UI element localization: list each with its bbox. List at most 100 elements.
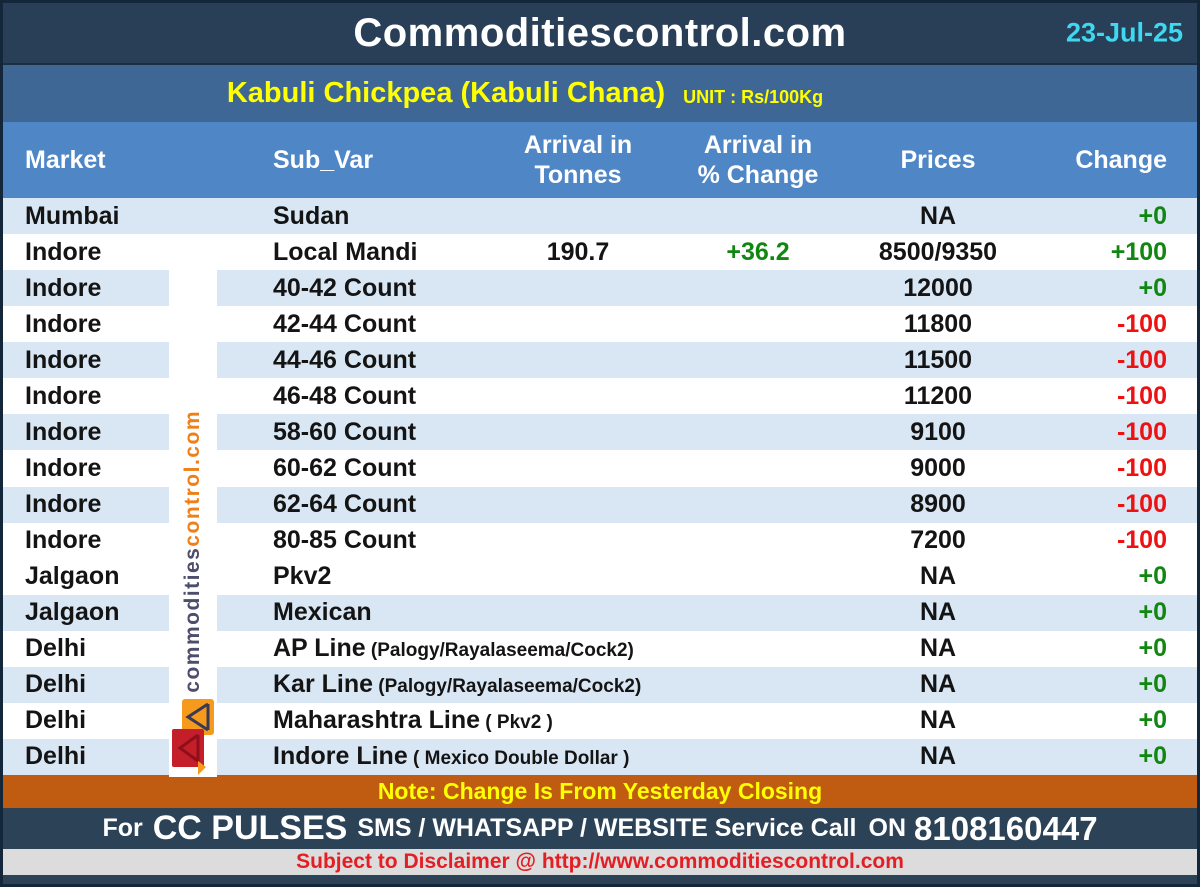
price-cell: NA [919, 201, 957, 230]
sub-var-note: ( Mexico Double Dollar ) [407, 748, 630, 770]
report-date: 23-Jul-25 [1065, 17, 1183, 48]
sub-var-cell: 58-60 Count [273, 417, 417, 446]
price-cell: NA [919, 670, 957, 699]
change-cell: -100 [1116, 453, 1167, 482]
column-header: Arrival in% Change [697, 130, 819, 190]
market-cell: Delhi [25, 670, 87, 699]
disclaimer-bar: Subject to Disclaimer @ http://www.commo… [3, 849, 1197, 875]
column-header: Prices [900, 145, 976, 174]
price-cell: NA [919, 706, 957, 735]
table-body: Mumbai Sudan NA +0 Indore Local Mandi 190.7 +36… [3, 198, 1197, 775]
change-cell: -100 [1116, 417, 1167, 446]
market-cell: Indore [25, 490, 102, 519]
market-cell: Jalgaon [25, 598, 120, 627]
sub-var-cell: 42-44 Count [273, 309, 417, 338]
service-brand: CC PULSES [152, 809, 348, 847]
top-header-bar: Commoditiescontrol.com 23-Jul-25 [3, 3, 1197, 65]
sub-var-cell: 62-64 Count [273, 490, 417, 519]
change-cell: +0 [1138, 598, 1167, 627]
price-cell: 9000 [910, 453, 966, 482]
market-cell: Indore [25, 417, 102, 446]
sub-var-cell: Maharashtra Line ( Pkv2 ) [273, 706, 553, 735]
sub-var-note: (Palogy/Rayalaseema/Cock2) [373, 676, 642, 698]
change-cell: +0 [1138, 562, 1167, 591]
market-cell: Indore [25, 345, 102, 374]
price-cell: NA [919, 598, 957, 627]
column-header: Sub_Var [273, 145, 374, 174]
price-cell: 11200 [903, 381, 973, 410]
change-cell: +0 [1138, 201, 1167, 230]
market-cell: Indore [25, 453, 102, 482]
commoditiescontrol-logo-icon [172, 699, 214, 775]
table-header-row: Market Sub_Var Arrival in Tonnes Arrival in%… [3, 122, 1197, 198]
sub-var-cell: Sudan [273, 201, 350, 230]
sub-var-cell: 60-62 Count [273, 453, 417, 482]
change-cell: -100 [1116, 345, 1167, 374]
sub-var-cell: 44-46 Count [273, 345, 417, 374]
arrival-pct-cell: +36.2 [726, 237, 790, 266]
price-cell: NA [919, 562, 957, 591]
price-cell: 8900 [910, 490, 966, 519]
table-row: Mumbai Sudan NA +0 [3, 198, 1197, 235]
sub-var-cell: Pkv2 [273, 562, 332, 591]
change-cell: -100 [1116, 309, 1167, 338]
change-cell: +0 [1138, 273, 1167, 302]
price-cell: 9100 [910, 417, 966, 446]
market-cell: Indore [25, 273, 102, 302]
sub-var-note: (Palogy/Rayalaseema/Cock2) [365, 640, 634, 662]
unit-label: UNIT : Rs/100Kg [683, 87, 824, 107]
price-cell: 8500/9350 [878, 237, 998, 266]
market-cell: Delhi [25, 706, 87, 735]
commodity-title: Kabuli Chickpea (Kabuli Chana) [226, 77, 666, 109]
change-cell: -100 [1116, 490, 1167, 519]
price-cell: 11800 [903, 309, 973, 338]
sub-var-cell: 80-85 Count [273, 526, 417, 555]
change-cell: +0 [1138, 706, 1167, 735]
sub-var-cell: Kar Line (Palogy/Rayalaseema/Cock2) [273, 670, 642, 699]
market-cell: Delhi [25, 634, 87, 663]
change-cell: +0 [1138, 634, 1167, 663]
bottom-strip [3, 875, 1197, 884]
service-prefix: For [102, 814, 143, 842]
watermark-strip: commoditiescontrol.com [169, 239, 217, 777]
arrival-tonnes-cell: 190.7 [546, 237, 610, 266]
change-cell: -100 [1116, 381, 1167, 410]
sub-var-cell: Indore Line ( Mexico Double Dollar ) [273, 742, 630, 771]
change-cell: +100 [1110, 237, 1167, 266]
market-cell: Mumbai [25, 201, 120, 230]
column-header: Change [1075, 145, 1167, 174]
sub-var-note: ( Pkv2 ) [480, 712, 553, 734]
column-header: Arrival in Tonnes [523, 130, 633, 190]
market-cell: Indore [25, 237, 102, 266]
watermark-text-orange: control.com [181, 410, 204, 547]
note-text: Note: Change Is From Yesterday Closing [377, 778, 823, 804]
price-cell: NA [919, 742, 957, 771]
sub-var-cell: AP Line (Palogy/Rayalaseema/Cock2) [273, 634, 634, 663]
service-phone-number: 8108160447 [914, 809, 1098, 847]
change-cell: -100 [1116, 526, 1167, 555]
column-header: Market [25, 145, 106, 174]
service-on-label: ON [868, 814, 907, 842]
sub-var-cell: 40-42 Count [273, 273, 417, 302]
sub-var-cell: Mexican [273, 598, 372, 627]
market-cell: Indore [25, 381, 102, 410]
service-info-bar: For CC PULSES SMS / WHATSAPP / WEBSITE S… [3, 808, 1197, 849]
watermark-text: commoditiescontrol.com [181, 410, 205, 693]
price-cell: 12000 [903, 273, 973, 302]
price-cell: 11500 [903, 345, 973, 374]
market-cell: Jalgaon [25, 562, 120, 591]
note-bar: Note: Change Is From Yesterday Closing [3, 775, 1197, 808]
watermark-text-dark: commodities [181, 546, 204, 693]
commodity-subtitle-bar: Kabuli Chickpea (Kabuli Chana) UNIT : Rs… [3, 65, 1197, 122]
market-cell: Delhi [25, 742, 87, 771]
sub-var-cell: Local Mandi [273, 237, 418, 266]
change-cell: +0 [1138, 742, 1167, 771]
change-cell: +0 [1138, 670, 1167, 699]
service-text: SMS / WHATSAPP / WEBSITE Service Call [357, 814, 857, 842]
site-title: Commoditiescontrol.com [353, 10, 847, 55]
disclaimer-text: Subject to Disclaimer @ http://www.commo… [296, 850, 904, 873]
price-cell: NA [919, 634, 957, 663]
sub-var-cell: 46-48 Count [273, 381, 417, 410]
market-cell: Indore [25, 309, 102, 338]
